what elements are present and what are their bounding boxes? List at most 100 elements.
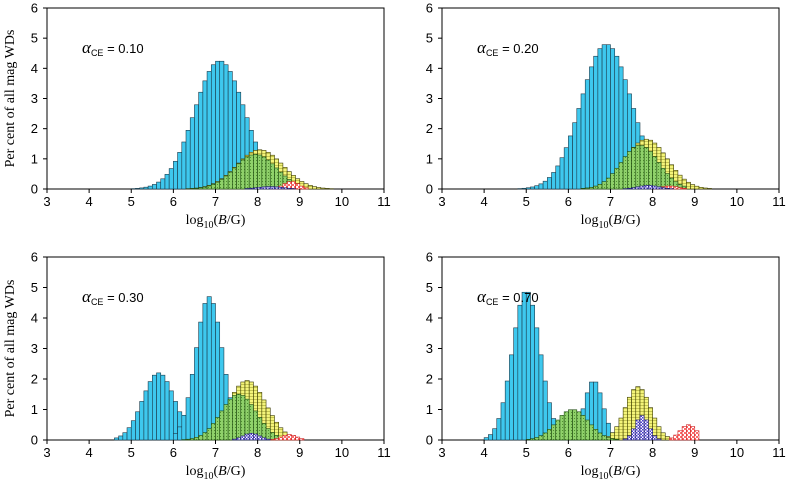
bar	[202, 303, 208, 441]
bar	[198, 435, 204, 441]
bar	[686, 424, 691, 441]
x-tick-label: 10	[335, 194, 349, 209]
bar	[265, 428, 271, 441]
x-tick-label: 8	[649, 445, 656, 460]
bar	[219, 410, 225, 441]
bar	[223, 175, 229, 190]
bar	[673, 434, 679, 441]
x-tick-label: 8	[649, 194, 656, 209]
bar	[156, 372, 162, 441]
y-tick-label: 5	[31, 31, 38, 46]
panel-3: 3 4 5 6 7 8 9 10 11 0 1 2 3 4 5 6 log10(B/G) αCE = 0.70	[426, 250, 786, 483]
panel-1: 3 4 5 6 7 8 9 10 11 0 1 2 3 4 5 6 log10(B/G) αCE = 0.20	[426, 1, 786, 232]
bar	[202, 186, 208, 190]
bar	[702, 187, 708, 190]
bar	[198, 91, 204, 190]
bar	[253, 433, 258, 441]
y-tick-label: 0	[31, 433, 38, 448]
series-purple	[622, 185, 674, 190]
bar	[622, 438, 628, 441]
bar	[648, 151, 653, 190]
bar	[227, 171, 233, 190]
bar	[673, 186, 679, 190]
y-tick-label: 1	[426, 402, 433, 417]
bar	[257, 435, 263, 441]
x-tick-label: 6	[565, 445, 572, 460]
x-tick-label: 4	[86, 194, 93, 209]
x-tick-label: 10	[730, 445, 744, 460]
bar	[580, 415, 586, 441]
y-tick-label: 5	[426, 280, 433, 295]
x-tick-label: 10	[730, 194, 744, 209]
bar	[639, 145, 645, 190]
series-blue	[517, 44, 666, 190]
bar	[253, 187, 258, 190]
bar	[261, 437, 267, 441]
bar	[694, 185, 700, 190]
x-tick-label: 5	[128, 445, 135, 460]
bar	[597, 183, 603, 190]
bar	[631, 428, 637, 441]
x-tick-label: 11	[377, 194, 391, 209]
x-tick-label: 6	[170, 445, 177, 460]
bar	[580, 93, 586, 190]
bar	[542, 180, 548, 190]
x-tick-label: 7	[607, 194, 614, 209]
y-tick-label: 5	[426, 31, 433, 46]
bar	[652, 156, 658, 190]
bar	[202, 80, 208, 190]
x-axis-title: log10(B/G)	[186, 464, 246, 482]
x-tick-label: 3	[438, 445, 445, 460]
bar	[139, 187, 145, 190]
bar	[223, 64, 229, 190]
bar	[177, 426, 183, 441]
bar	[568, 409, 573, 441]
bar	[232, 395, 237, 441]
y-tick-label: 4	[426, 61, 433, 76]
bar	[189, 374, 195, 441]
bar	[627, 151, 632, 190]
series-red	[269, 434, 305, 441]
bar	[542, 432, 548, 441]
bar	[278, 436, 284, 441]
bar	[698, 187, 704, 190]
bar	[244, 156, 250, 190]
bar	[261, 156, 267, 190]
bar	[584, 187, 590, 190]
alpha-annotation: αCE = 0.70	[477, 287, 539, 307]
y-tick-label: 0	[426, 433, 433, 448]
bar	[500, 402, 506, 441]
bar	[610, 438, 616, 441]
x-tick-label: 7	[212, 445, 219, 460]
bar	[198, 321, 204, 441]
bar	[194, 437, 199, 441]
y-tick-label: 1	[31, 402, 38, 417]
bar	[656, 186, 662, 190]
bar	[635, 419, 641, 441]
bar	[589, 66, 594, 190]
bar	[295, 183, 301, 190]
bar	[593, 55, 599, 190]
series-blue-lo	[483, 291, 569, 441]
alpha-annotation: αCE = 0.10	[82, 38, 144, 58]
x-tick-label: 7	[212, 194, 219, 209]
bar	[631, 187, 637, 190]
bar	[551, 424, 557, 441]
y-tick-label: 3	[31, 341, 38, 356]
bar	[189, 117, 195, 190]
bar	[210, 423, 216, 441]
x-tick-label: 6	[565, 194, 572, 209]
bar	[530, 438, 535, 441]
bar	[312, 186, 317, 190]
bar	[291, 181, 296, 190]
bar	[299, 438, 305, 441]
bar	[236, 437, 242, 441]
bar	[232, 167, 237, 190]
y-tick-label: 6	[31, 1, 38, 16]
bar	[147, 185, 153, 190]
bar	[257, 154, 263, 190]
bar	[236, 163, 242, 190]
bar	[143, 390, 149, 441]
x-tick-label: 4	[481, 194, 488, 209]
